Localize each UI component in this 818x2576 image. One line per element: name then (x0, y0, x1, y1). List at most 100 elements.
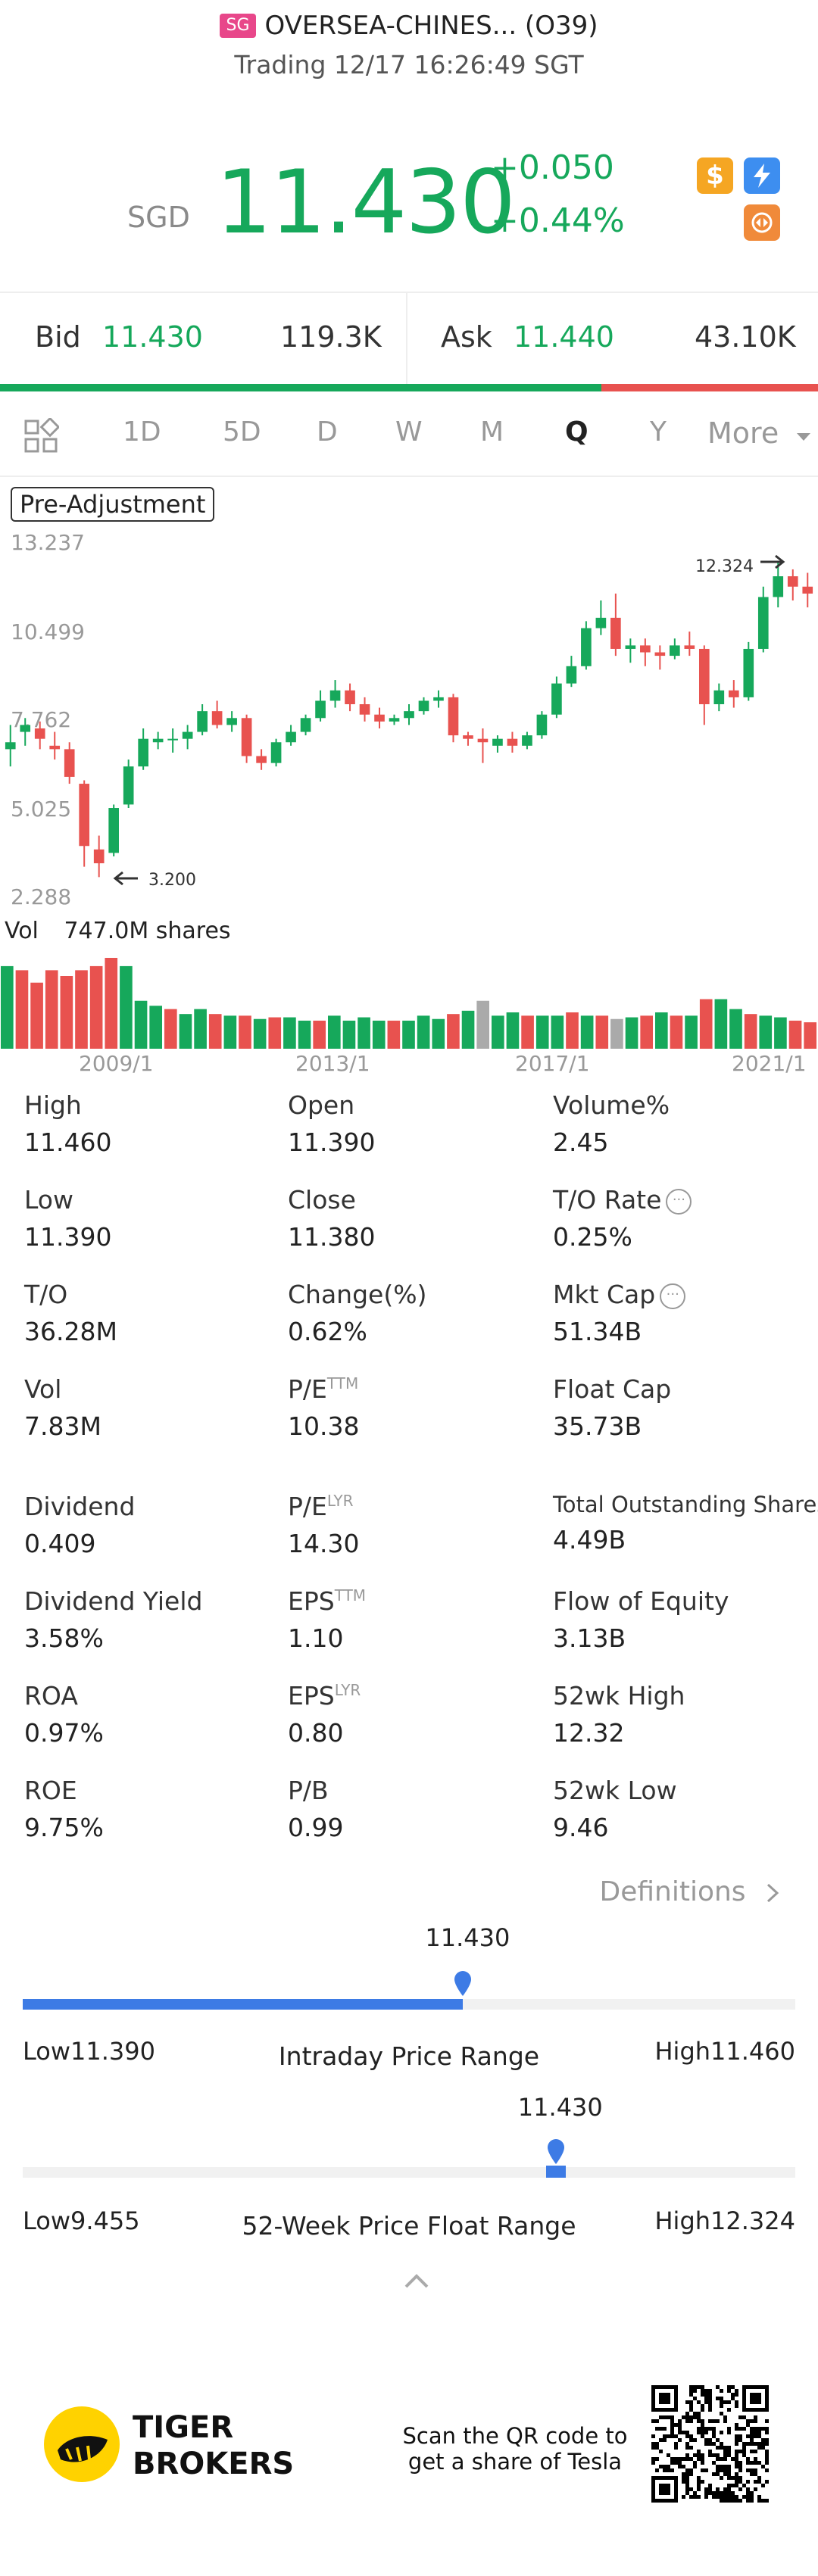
volume-bar (551, 1015, 564, 1049)
last-price: 11.430 (216, 151, 516, 254)
stat-volume-pct: Volume% 2.45 (553, 1090, 670, 1157)
stat-close: Close 11.380 (288, 1185, 376, 1252)
pre-adjustment-button[interactable]: Pre-Adjustment (11, 487, 215, 522)
tab-1d[interactable]: 1D (123, 416, 161, 448)
tab-q[interactable]: Q (565, 416, 589, 448)
tab-5d[interactable]: 5D (223, 416, 261, 448)
candle-body (640, 645, 651, 653)
volume-bar (492, 1015, 504, 1049)
week52-current: 11.430 (517, 2093, 603, 2122)
info-icon[interactable]: ··· (666, 1188, 692, 1215)
candle-body (463, 735, 473, 739)
volume-bar (402, 1020, 415, 1049)
volume-bar (625, 1017, 638, 1049)
tab-m[interactable]: M (480, 416, 504, 448)
candle-body (654, 652, 666, 656)
candle-body (448, 697, 459, 736)
volume-bar (417, 1015, 430, 1049)
volume-bar (595, 1015, 609, 1049)
volume-bar (239, 1015, 251, 1049)
title-row: SG OVERSEA-CHINES... (O39) (0, 11, 818, 41)
volume-bar (208, 1014, 222, 1049)
volume-bar (580, 1015, 594, 1049)
volume-bar (699, 999, 713, 1049)
price-change-pct: +0.44% (491, 201, 625, 240)
volume-bar (134, 1000, 148, 1049)
volume-bar (655, 1012, 668, 1049)
volume-bar (804, 1022, 816, 1049)
candle-body (345, 690, 355, 705)
definitions-label: Definitions (599, 1876, 746, 1907)
volume-bar (253, 1018, 267, 1049)
candle-body (698, 648, 710, 705)
stat-total-shares: Total Outstanding Shares 4.49B (553, 1492, 818, 1555)
candle-body (197, 711, 208, 732)
candle-body (757, 597, 769, 649)
week52-range-title: 52-Week Price Float Range (242, 2211, 576, 2241)
bid-volume-bar (0, 384, 601, 391)
volume-bar (75, 970, 88, 1049)
candle-body (182, 731, 193, 739)
volume-bar (447, 1014, 460, 1049)
brand-name: TIGER BROKERS (133, 2410, 295, 2481)
candlestick-chart[interactable] (0, 530, 818, 909)
candle-body (138, 738, 148, 767)
candle-body (477, 738, 489, 743)
stat-vol: Vol 7.83M (24, 1374, 101, 1441)
volume-bar (164, 1009, 177, 1049)
candle-body (625, 645, 636, 649)
candle-body (123, 766, 134, 805)
candle-body (522, 735, 532, 746)
flash-icon[interactable] (744, 157, 780, 194)
tab-more[interactable]: More (707, 416, 779, 450)
tab-d[interactable]: D (317, 416, 338, 448)
intraday-range-title: Intraday Price Range (278, 2041, 540, 2071)
volume-bar (313, 1020, 326, 1049)
candle-body (256, 756, 267, 763)
candle-body (93, 849, 105, 864)
chevron-right-icon (766, 1883, 779, 1903)
layout-grid-icon[interactable] (23, 418, 59, 454)
swap-icon[interactable] (744, 204, 780, 241)
stat-dividend-yield: Dividend Yield 3.58% (24, 1586, 203, 1653)
candle-body (108, 808, 120, 853)
x-tick: 2021/1 (732, 1051, 807, 1076)
tab-y[interactable]: Y (650, 416, 667, 448)
candle-body (20, 725, 31, 732)
candle-body (418, 700, 429, 712)
bid-label: Bid (35, 320, 81, 354)
candle-body (167, 738, 178, 741)
info-icon[interactable]: ··· (660, 1283, 686, 1309)
chevron-up-icon[interactable] (401, 2270, 432, 2293)
stat-flow-of-equity: Flow of Equity 3.13B (553, 1586, 729, 1653)
volume-bar (685, 1015, 698, 1049)
quote-panel: SGD 11.430 +0.050 +0.44% $ (0, 121, 818, 273)
candle-body (241, 718, 252, 756)
stat-turnover-rate: T/O Rate ··· 0.25% (553, 1185, 692, 1252)
volume-bar (268, 1017, 282, 1049)
location-pin-icon (454, 1971, 472, 1996)
volume-bar (15, 970, 29, 1049)
candle-body (433, 697, 444, 701)
qr-code[interactable] (651, 2385, 769, 2503)
stock-name[interactable]: OVERSEA-CHINES... (O39) (264, 11, 598, 41)
candle-body (507, 738, 518, 746)
x-tick: 2013/1 (295, 1051, 370, 1076)
volume-bar (328, 1015, 341, 1049)
volume-bar (45, 970, 58, 1049)
candle-body (211, 711, 223, 725)
definitions-link[interactable]: Definitions (599, 1876, 780, 1907)
volume-chart[interactable] (0, 950, 818, 1049)
volume-bar (105, 958, 118, 1049)
volume-bar (521, 1015, 534, 1049)
currency-label: SGD (127, 201, 190, 234)
stat-open: Open 11.390 (288, 1090, 376, 1157)
dollar-icon[interactable]: $ (697, 157, 733, 194)
bid-size: 119.3K (280, 320, 382, 354)
tab-w[interactable]: W (395, 416, 423, 448)
candle-body (152, 738, 164, 743)
stat-float-cap: Float Cap 35.73B (553, 1374, 672, 1441)
candle-body (684, 645, 695, 649)
volume-label: Vol 747.0M shares (5, 918, 231, 944)
stat-52wk-high: 52wk High 12.32 (553, 1681, 685, 1748)
